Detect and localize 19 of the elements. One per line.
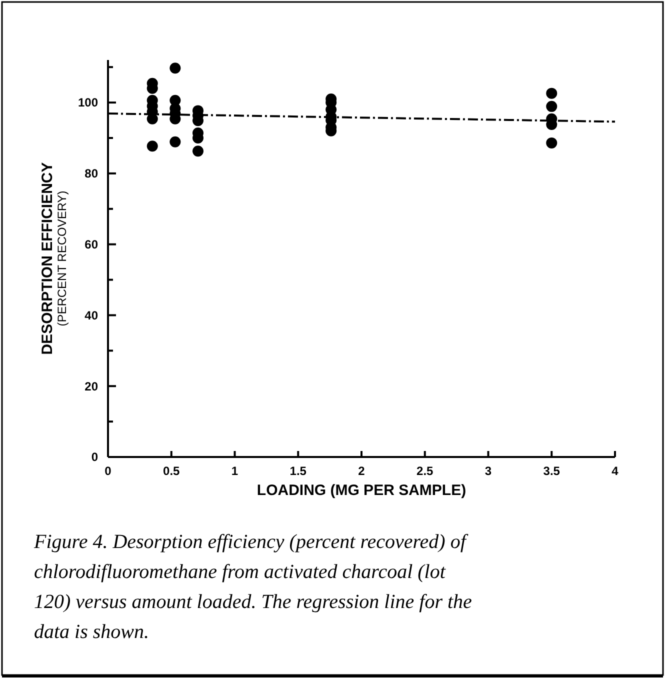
x-tick-label: 3 <box>484 464 492 478</box>
y-tick-label: 100 <box>78 96 98 110</box>
caption: Figure 4. Desorption efficiency (percent recovered) of chlorodifluoromethane from activated charcoal (lot 120) versus amount loaded. The regression line for the data is shown. <box>33 531 472 643</box>
x-axis-title: LOADING (MG PER SAMPLE) <box>256 482 466 499</box>
text: (PERCENT RECOVERY) <box>55 190 69 326</box>
y-tick-label: 60 <box>84 238 98 252</box>
x-tick-label: 0.5 <box>163 464 180 478</box>
x-tick-label: 0 <box>104 464 112 478</box>
x-tick-label: 2 <box>358 464 366 478</box>
x-tick-label: 2.5 <box>416 464 434 478</box>
x-tick-label: 1.5 <box>290 464 307 478</box>
y-axis-title: DESORPTION EFFICIENCY <box>39 162 56 355</box>
y-tick-label: 40 <box>84 308 98 322</box>
x-tick-label: 3.5 <box>543 464 560 478</box>
y-tick-label: 0 <box>91 450 98 464</box>
x-tick-label: 1 <box>231 464 238 478</box>
y-tick-label: 80 <box>84 166 98 181</box>
x-tick-label: 4 <box>612 464 619 478</box>
y-tick-label: 20 <box>84 379 98 394</box>
